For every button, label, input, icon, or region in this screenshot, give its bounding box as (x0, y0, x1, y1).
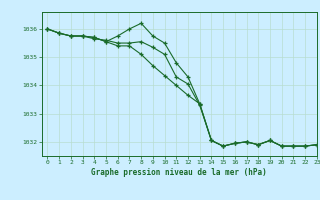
X-axis label: Graphe pression niveau de la mer (hPa): Graphe pression niveau de la mer (hPa) (91, 168, 267, 177)
